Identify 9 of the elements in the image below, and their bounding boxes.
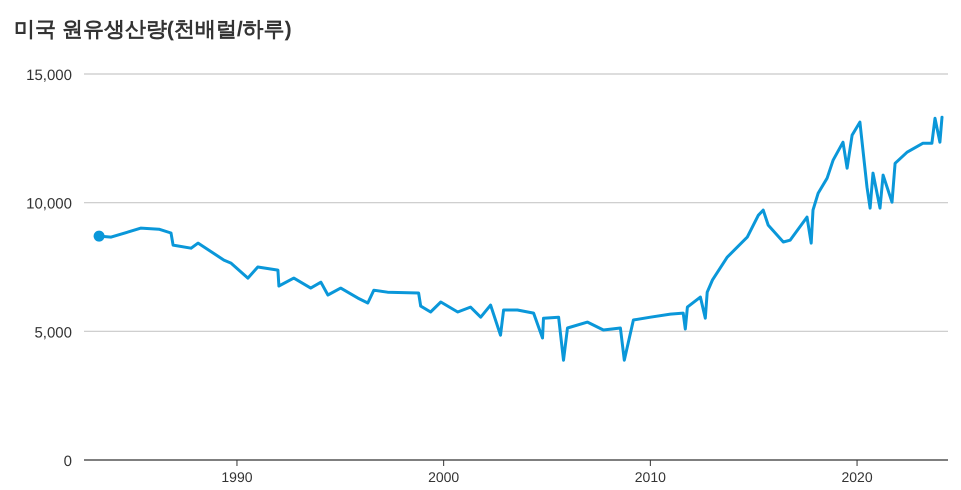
- x-tick-label: 2020: [841, 469, 873, 485]
- y-tick-label: 10,000: [26, 196, 72, 213]
- x-tick-label: 2000: [428, 469, 460, 485]
- y-tick-label: 5,000: [34, 324, 72, 342]
- chart-title: 미국 원유생산량(천배럴/하루): [14, 18, 292, 41]
- y-tick-label: 15,000: [26, 67, 72, 84]
- y-tick-label: 0: [64, 453, 72, 470]
- x-tick-label: 1990: [221, 469, 253, 485]
- x-tick-label: 2010: [634, 469, 666, 485]
